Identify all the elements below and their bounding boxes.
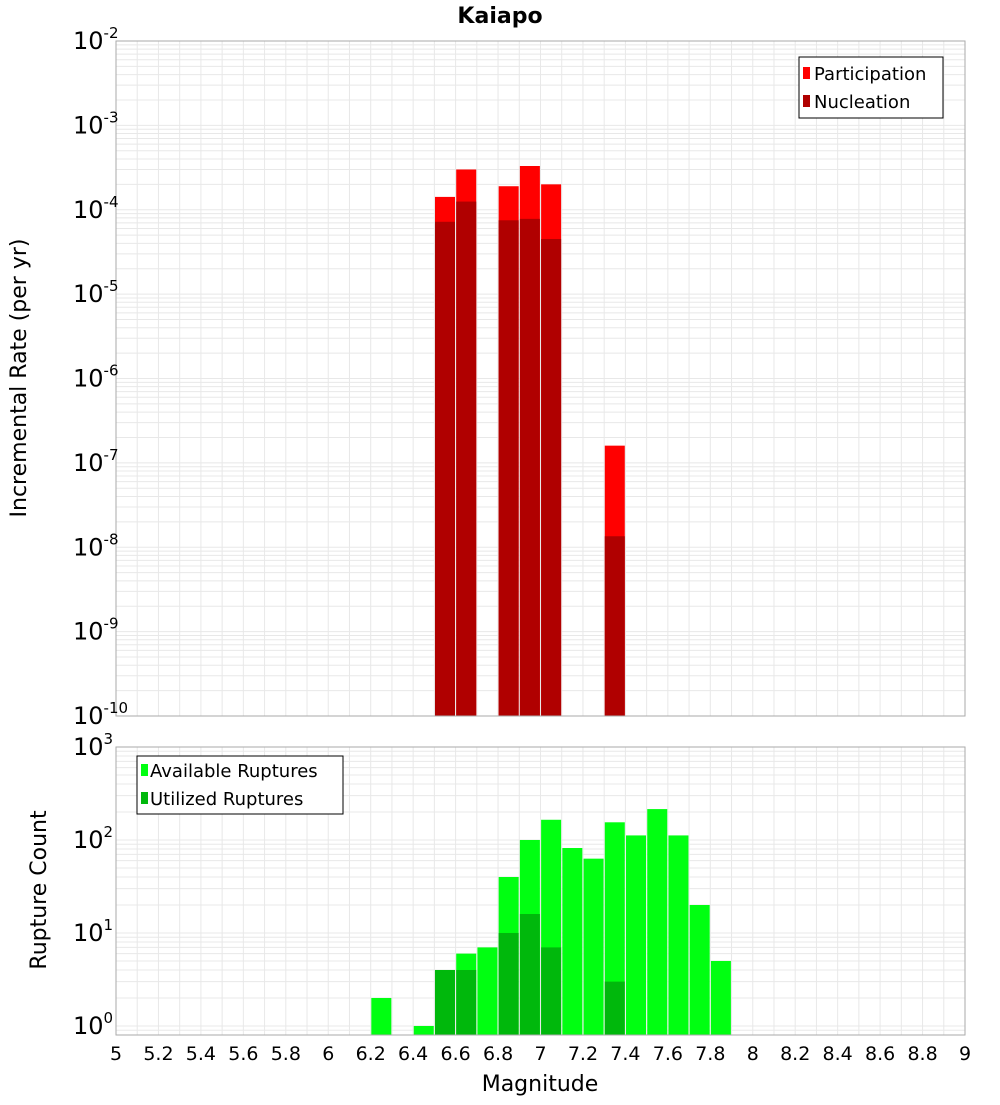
- x-tick-label: 8.2: [780, 1043, 810, 1065]
- bottom-plot-bars: [371, 809, 731, 1035]
- legend-swatch-participation: [803, 67, 810, 79]
- x-tick-label: 6.8: [483, 1043, 513, 1065]
- top-plot-bars: [434, 166, 625, 717]
- bar-utilized-ruptures: [541, 947, 562, 1035]
- bar-available-ruptures: [371, 997, 392, 1035]
- x-tick-label: 5.6: [228, 1043, 258, 1065]
- x-tick-label: 8: [747, 1043, 759, 1065]
- x-tick-label: 8.8: [907, 1043, 937, 1065]
- bottom-plot-frame: [115, 746, 966, 1036]
- legend-swatch-nucleation: [803, 95, 810, 107]
- bar-utilized-ruptures: [498, 932, 519, 1035]
- bottom-y-axis-ticks: 103 102 101 100: [73, 730, 113, 1040]
- x-tick-label: 5.8: [271, 1043, 301, 1065]
- x-tick-label: 5: [110, 1043, 122, 1065]
- x-tick-label: 7.8: [695, 1043, 725, 1065]
- x-tick-label: 5.4: [186, 1043, 216, 1065]
- legend-label-available-ruptures: Available Ruptures: [150, 761, 318, 782]
- x-tick-label: 7.6: [653, 1043, 683, 1065]
- bar-available-ruptures: [710, 960, 731, 1035]
- bar-nucleation: [456, 201, 477, 716]
- top-y-axis-label: Incremental Rate (per yr): [7, 239, 32, 518]
- top-plot-grid: [116, 41, 965, 716]
- top-plot-frame: [115, 40, 966, 717]
- x-tick-label: 5.2: [143, 1043, 173, 1065]
- x-axis-ticks: 5 5.2 5.4 5.6 5.8 6 6.2 6.4 6.6 6.8 7 7.2 7.4 7.6 7.8 8…: [110, 1043, 971, 1065]
- bar-available-ruptures: [647, 809, 668, 1035]
- legend-label-utilized-ruptures: Utilized Ruptures: [150, 789, 303, 810]
- bar-available-ruptures: [413, 1025, 434, 1035]
- y-tick-label: 10-4: [73, 193, 119, 224]
- bottom-y-axis-label: Rupture Count: [27, 810, 52, 970]
- bar-utilized-ruptures: [604, 981, 625, 1035]
- y-tick-label: 102: [73, 823, 113, 854]
- y-tick-label: 101: [73, 916, 113, 947]
- y-tick-label: 103: [73, 730, 113, 761]
- top-legend: Participation Nucleation: [798, 56, 944, 119]
- y-tick-label: 10-5: [73, 277, 119, 308]
- chart-title: Kaiapo: [457, 4, 542, 29]
- y-tick-label: 10-6: [73, 362, 119, 393]
- x-tick-label: 8.6: [865, 1043, 895, 1065]
- bar-available-ruptures: [562, 848, 583, 1035]
- y-tick-label: 10-10: [73, 699, 128, 730]
- bar-nucleation: [604, 536, 625, 716]
- bar-nucleation: [519, 218, 540, 716]
- x-axis-label: Magnitude: [482, 1072, 599, 1097]
- bar-available-ruptures: [477, 947, 498, 1035]
- legend-label-participation: Participation: [814, 64, 926, 85]
- x-tick-label: 7.4: [610, 1043, 640, 1065]
- bar-utilized-ruptures: [519, 914, 540, 1035]
- y-tick-label: 10-7: [73, 446, 119, 477]
- y-tick-label: 10-9: [73, 615, 119, 646]
- bar-nucleation: [541, 239, 562, 716]
- y-tick-label: 10-2: [73, 24, 119, 55]
- x-tick-label: 8.4: [823, 1043, 853, 1065]
- bottom-legend-box: [136, 755, 344, 815]
- legend-label-nucleation: Nucleation: [814, 92, 910, 113]
- x-tick-label: 6: [322, 1043, 334, 1065]
- x-tick-label: 7: [534, 1043, 546, 1065]
- y-tick-label: 10-8: [73, 530, 119, 561]
- bar-utilized-ruptures: [434, 969, 455, 1035]
- x-tick-label: 6.2: [356, 1043, 386, 1065]
- bar-available-ruptures: [689, 904, 710, 1035]
- y-tick-label: 100: [73, 1009, 113, 1040]
- legend-swatch-available-ruptures: [141, 764, 148, 776]
- x-tick-label: 9: [959, 1043, 971, 1065]
- bar-utilized-ruptures: [456, 969, 477, 1035]
- x-tick-label: 7.2: [568, 1043, 598, 1065]
- bar-available-ruptures: [668, 835, 689, 1035]
- top-legend-box: [798, 56, 944, 119]
- bar-available-ruptures: [583, 858, 604, 1035]
- bar-nucleation: [434, 221, 455, 716]
- top-y-axis-ticks: 10-2 10-3 10-4 10-5 10-6 10-7 10-8 10-9 10-10: [73, 24, 128, 730]
- bar-available-ruptures: [626, 835, 647, 1035]
- bottom-legend: Available Ruptures Utilized Ruptures: [136, 755, 344, 815]
- x-tick-label: 6.6: [440, 1043, 470, 1065]
- x-tick-label: 6.4: [398, 1043, 428, 1065]
- bar-nucleation: [498, 220, 519, 717]
- legend-swatch-utilized-ruptures: [141, 792, 148, 804]
- y-tick-label: 10-3: [73, 108, 119, 139]
